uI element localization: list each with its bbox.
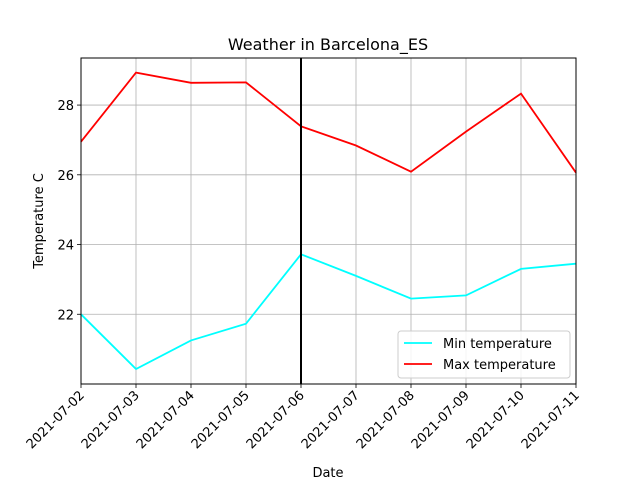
- plot-frame: [80, 57, 577, 385]
- legend-box: [397, 330, 571, 379]
- series-line-min-temperature: [80, 253, 577, 371]
- y-axis-label: Temperature C: [32, 173, 47, 270]
- y-tick-label: 22: [57, 308, 74, 323]
- legend-label: Min temperature: [443, 337, 552, 352]
- chart-title: Weather in Barcelona_ES: [228, 35, 428, 55]
- legend: Min temperature Max temperature: [397, 330, 571, 379]
- series-line-max-temperature: [80, 71, 577, 174]
- y-tick-label: 26: [57, 169, 74, 184]
- y-tick-label: 28: [57, 99, 74, 114]
- x-axis-label: Date: [312, 466, 343, 480]
- legend-label: Max temperature: [443, 358, 556, 373]
- y-tick-label: 24: [57, 239, 74, 254]
- series-lines: [80, 71, 577, 371]
